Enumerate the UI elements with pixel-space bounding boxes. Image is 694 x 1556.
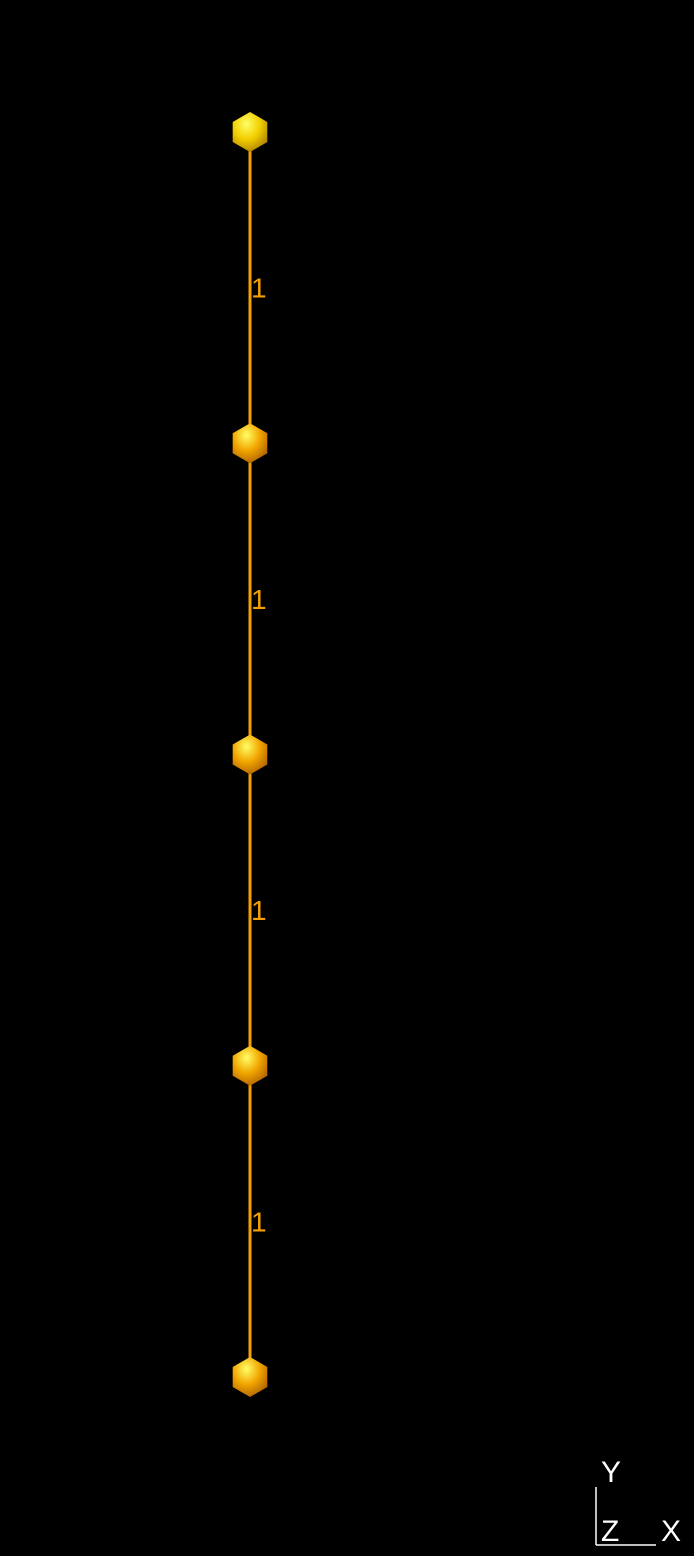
atom-5[interactable]	[232, 1357, 268, 1397]
bond-label-2: 1	[251, 584, 267, 615]
axis-x-label: X	[661, 1515, 681, 1548]
atoms-layer	[232, 112, 268, 1397]
bond-label-4: 1	[251, 1206, 267, 1237]
axis-z-label: Z	[601, 1515, 619, 1548]
atom-3[interactable]	[232, 734, 268, 775]
axis-y-label: Y	[601, 1456, 621, 1489]
bond-label-1: 1	[251, 273, 267, 304]
atom-1[interactable]	[232, 112, 268, 152]
bond-label-3: 1	[251, 895, 267, 926]
atom-2[interactable]	[232, 423, 268, 464]
atom-4[interactable]	[232, 1045, 268, 1086]
axis-triad: Y Z X	[595, 1456, 681, 1548]
bonds-layer: 1 1 1 1	[248, 151, 267, 1358]
